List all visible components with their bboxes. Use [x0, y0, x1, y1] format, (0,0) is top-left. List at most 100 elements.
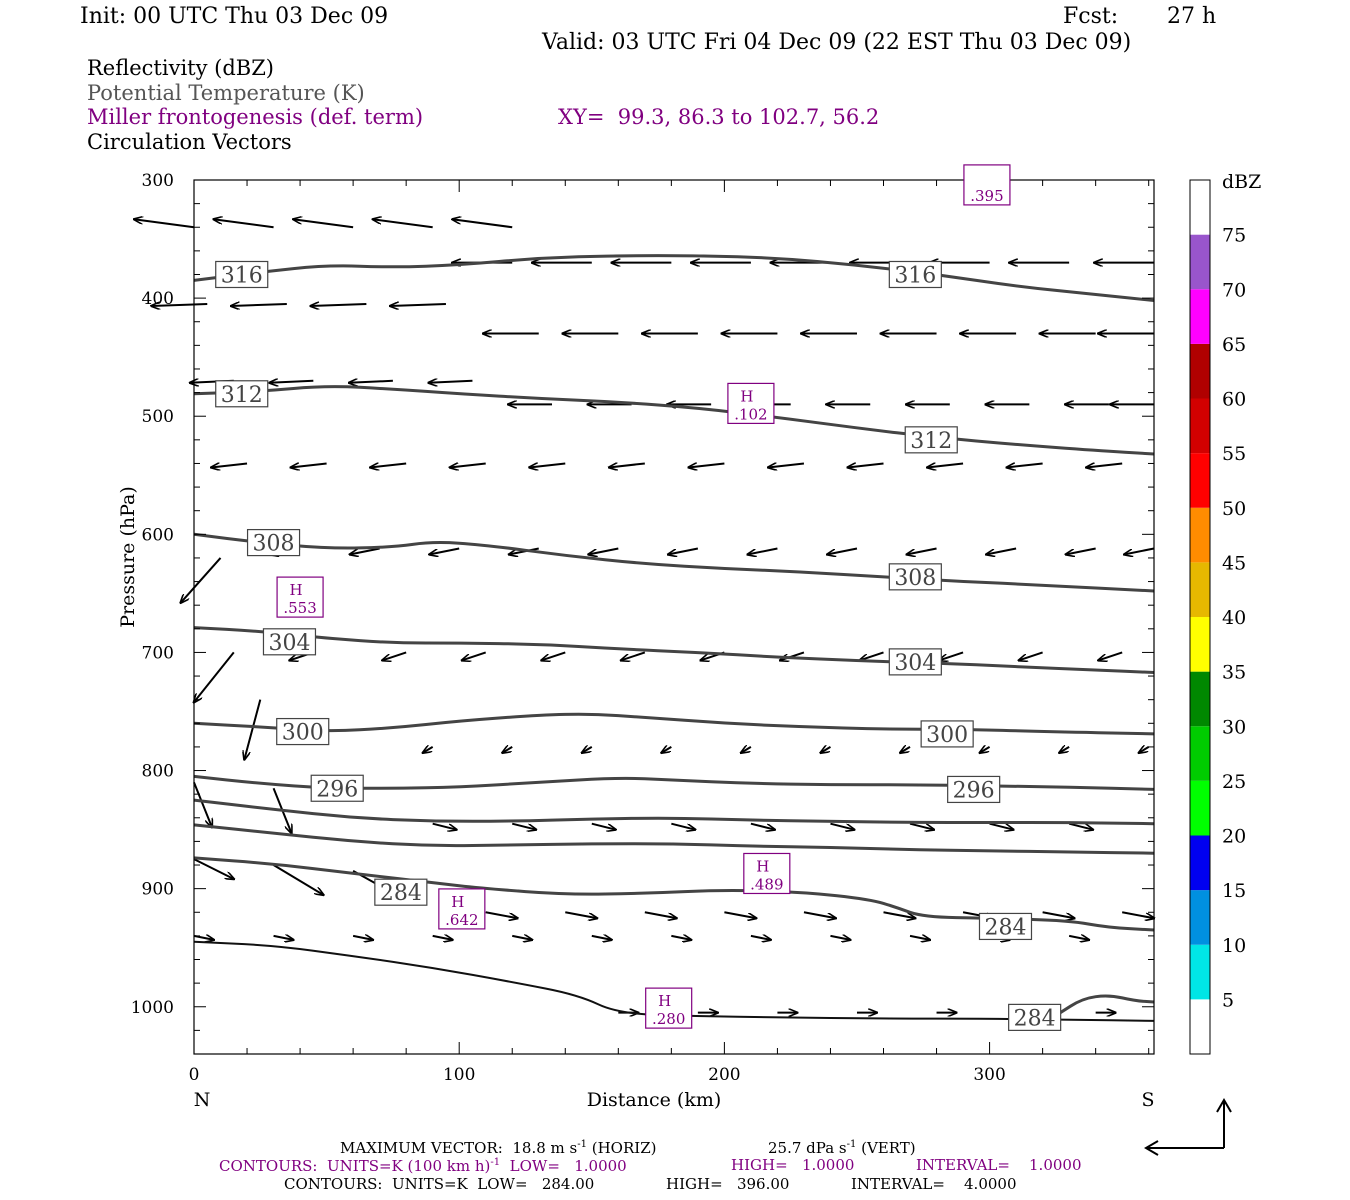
- y-tick-label: 1000: [131, 998, 174, 1018]
- circulation-vector: [450, 462, 486, 467]
- south-label: S: [1141, 1089, 1154, 1111]
- valid-time: Valid: 03 UTC Fri 04 Dec 09 (22 EST Thu …: [542, 30, 1132, 55]
- theta-label-box: [888, 563, 942, 591]
- fronto-high-label: H: [290, 581, 303, 599]
- reference-vector-arrows: [1144, 1098, 1232, 1156]
- theta-label: 304: [268, 631, 310, 656]
- colorbar-level: 50: [1222, 498, 1246, 520]
- circulation-vector: [907, 547, 937, 554]
- theta-contour: [193, 712, 1155, 736]
- forecast-hours: 27 h: [1167, 4, 1217, 29]
- theta-label-box: [888, 260, 942, 289]
- circulation-vector: [211, 462, 248, 467]
- colorbar-level: 40: [1222, 607, 1246, 629]
- colorbar-segment: [1190, 999, 1210, 1054]
- colorbar-level: 30: [1222, 716, 1246, 738]
- circulation-vector: [273, 936, 294, 940]
- x-axis-title: Distance (km): [587, 1089, 722, 1111]
- theta-contour: [193, 798, 1155, 826]
- footer-fronto-high: HIGH= 1.0000: [731, 1156, 855, 1174]
- circulation-vector: [462, 651, 487, 660]
- colorbar-segment: [1190, 507, 1210, 563]
- fronto-box: [276, 576, 324, 618]
- footer-max-vector: MAXIMUM VECTOR: 18.8 m s-1 (HORIZ): [340, 1139, 657, 1157]
- y-tick-label: 800: [142, 762, 174, 782]
- circulation-vector: [909, 936, 930, 940]
- colorbar-segment: [1190, 671, 1210, 727]
- y-tick-label: 900: [142, 880, 174, 900]
- fronto-box: [438, 888, 486, 930]
- theta-label: 296: [316, 777, 358, 802]
- circulation-vector: [293, 219, 354, 229]
- circulation-vector: [980, 747, 991, 753]
- circulation-vector: [621, 651, 646, 660]
- circulation-vector: [671, 936, 691, 940]
- theta-label: 316: [894, 263, 936, 288]
- circulation-vector: [512, 936, 532, 940]
- circulation-vector: [1124, 547, 1155, 554]
- theta-contour: [193, 385, 1155, 456]
- y-tick-label: 600: [142, 525, 174, 545]
- legend-frontogenesis: Miller frontogenesis (def. term): [87, 105, 424, 129]
- circulation-vector: [830, 822, 854, 830]
- theta-label-box: [1008, 1003, 1062, 1031]
- plot-border: [193, 179, 1155, 1055]
- theta-label-box: [888, 648, 942, 676]
- theta-label-box: [978, 912, 1033, 941]
- fronto-box: [743, 852, 791, 895]
- colorbar-level: 25: [1222, 771, 1246, 793]
- forecast-label: Fcst:: [1063, 4, 1119, 29]
- theta-label: 284: [984, 915, 1026, 940]
- y-tick-label: 400: [142, 289, 174, 309]
- theta-label-box: [947, 775, 1001, 804]
- circulation-vector: [511, 822, 536, 830]
- footer-max-vector-vert: 25.7 dPa s-1 (VERT): [768, 1139, 916, 1157]
- north-label: N: [194, 1089, 211, 1111]
- circulation-vector: [390, 304, 446, 306]
- fronto-high-label: H: [451, 893, 464, 911]
- circulation-vector: [750, 936, 771, 940]
- colorbar-segment: [1190, 289, 1210, 344]
- theta-label: 308: [253, 532, 295, 557]
- fronto-box: [727, 382, 775, 425]
- theta-label-box: [215, 380, 269, 408]
- theta-label: 312: [910, 429, 952, 454]
- circulation-vector: [193, 781, 212, 827]
- fronto-value: .280: [652, 1010, 685, 1028]
- colorbar-segment: [1190, 617, 1210, 672]
- circulation-vector: [181, 557, 222, 603]
- circulation-vector: [609, 462, 645, 467]
- x-tick-label: 300: [973, 1065, 1005, 1085]
- fronto-value: .553: [283, 599, 316, 617]
- circulation-vector: [750, 822, 775, 830]
- circulation-vector: [1019, 651, 1043, 660]
- circulation-vector: [1086, 462, 1123, 467]
- theta-label-box: [374, 878, 428, 906]
- colorbar-level: 5: [1222, 989, 1234, 1011]
- fronto-value: .489: [750, 875, 783, 893]
- circulation-vector: [939, 651, 964, 660]
- circulation-vector: [688, 462, 725, 467]
- y-tick-label: 500: [142, 407, 174, 427]
- circulation-vector: [244, 699, 262, 760]
- colorbar-level: 10: [1222, 935, 1246, 957]
- footer-fronto-contours: CONTOURS: UNITS=K (100 km h)-1 LOW= 1.00…: [219, 1157, 627, 1175]
- circulation-vector: [1066, 547, 1096, 554]
- circulation-vector: [768, 462, 805, 467]
- circulation-vector: [1042, 911, 1075, 918]
- circulation-vector: [989, 822, 1014, 830]
- colorbar-level: 55: [1222, 443, 1246, 465]
- colorbar-segment: [1190, 780, 1210, 836]
- circulation-vector: [193, 936, 214, 940]
- x-tick-label: 100: [443, 1065, 475, 1085]
- colorbar-segment: [1190, 398, 1210, 454]
- legend-circulation-vectors: Circulation Vectors: [87, 130, 292, 154]
- theta-label: 312: [221, 383, 263, 408]
- circulation-vector: [860, 651, 884, 660]
- circulation-vector: [1068, 822, 1093, 830]
- theta-label-box: [276, 717, 330, 746]
- colorbar-level: 15: [1222, 880, 1246, 902]
- colorbar-level: 65: [1222, 334, 1246, 356]
- reflectivity-colorbar: 5 10 15 20 25 30 35 40 45 50 55 60 65 70 75 dBZ: [1189, 171, 1261, 1055]
